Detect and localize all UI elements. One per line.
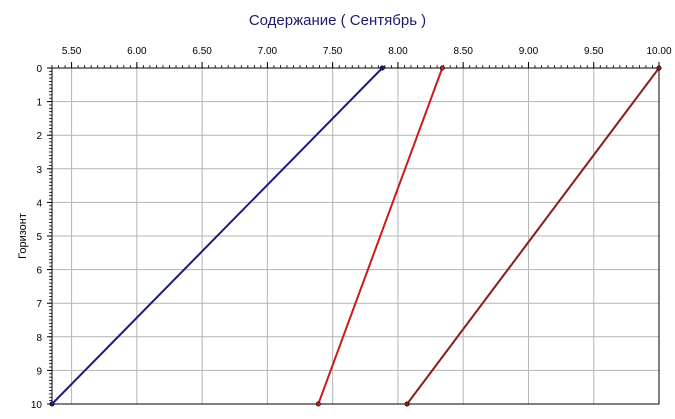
y-tick-labels: 0 1 2 3 4 5 6 7 8 9 10 xyxy=(31,64,43,411)
series-1-point xyxy=(49,401,55,407)
y-tick-label: 10 xyxy=(31,400,43,411)
x-tick-label: 7.50 xyxy=(323,46,343,57)
y-tick-label: 7 xyxy=(36,299,42,310)
x-tick-label: 6.00 xyxy=(127,46,147,57)
y-tick-label: 2 xyxy=(36,131,42,142)
y-tick-label: 1 xyxy=(36,98,42,109)
y-tick-label: 8 xyxy=(36,333,42,344)
grid xyxy=(52,67,660,405)
series-2-point xyxy=(315,401,321,407)
series-line-3 xyxy=(406,67,660,405)
series-line-1 xyxy=(51,67,384,405)
x-tick-label: 6.50 xyxy=(192,46,212,57)
x-tick-label: 7.00 xyxy=(258,46,278,57)
x-tick-label: 10.00 xyxy=(646,46,671,57)
series-3-point xyxy=(404,401,410,407)
chart-title: Содержание ( Сентябрь ) xyxy=(248,12,427,29)
x-tick-label: 8.50 xyxy=(453,46,473,57)
series-line-2 xyxy=(317,67,444,405)
x-tick-labels: 5.50 6.00 6.50 7.00 7.50 8.00 8.50 9.00 9.50 10.0… xyxy=(62,46,672,57)
y-axis-title: Горизонт xyxy=(17,213,29,259)
series-1-point xyxy=(379,65,385,71)
y-tick-label: 0 xyxy=(36,64,42,75)
minor-ticks xyxy=(47,62,660,405)
series-3-point xyxy=(656,65,662,71)
y-tick-label: 4 xyxy=(36,198,42,209)
x-tick-label: 8.00 xyxy=(388,46,408,57)
plot-frame xyxy=(51,67,660,405)
y-tick-label: 3 xyxy=(36,165,42,176)
x-tick-label: 9.00 xyxy=(519,46,539,57)
series-lines xyxy=(49,65,662,407)
x-tick-label: 9.50 xyxy=(584,46,604,57)
y-tick-label: 5 xyxy=(36,232,42,243)
y-tick-label: 6 xyxy=(36,266,42,277)
x-tick-label: 5.50 xyxy=(62,46,82,57)
y-tick-label: 9 xyxy=(36,366,42,377)
series-2-point xyxy=(439,65,445,71)
